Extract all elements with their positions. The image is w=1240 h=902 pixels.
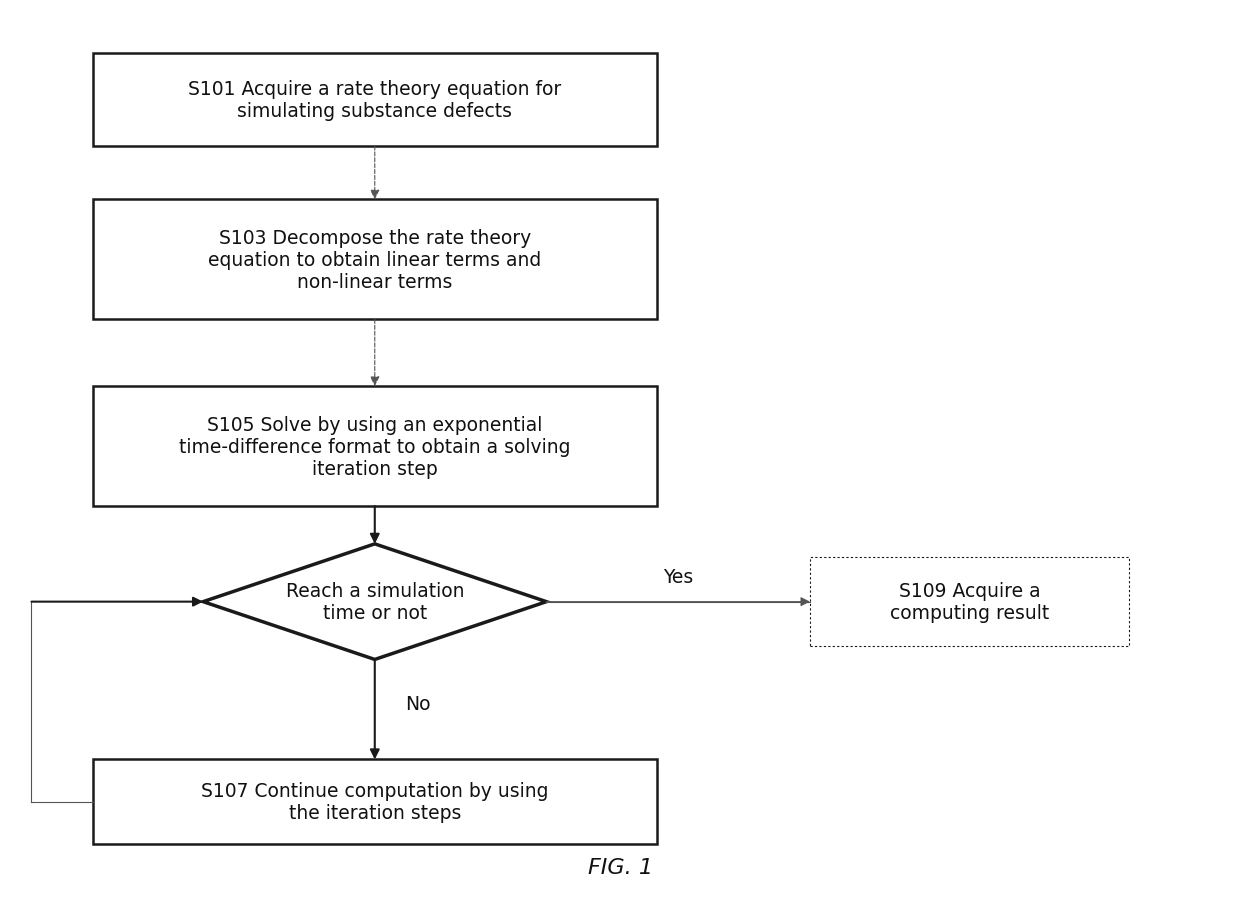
Text: No: No [405, 695, 432, 713]
Text: S103 Decompose the rate theory
equation to obtain linear terms and
non-linear te: S103 Decompose the rate theory equation … [208, 228, 542, 291]
Text: S109 Acquire a
computing result: S109 Acquire a computing result [890, 582, 1049, 622]
Text: S107 Continue computation by using
the iteration steps: S107 Continue computation by using the i… [201, 781, 548, 823]
Text: S105 Solve by using an exponential
time-difference format to obtain a solving
it: S105 Solve by using an exponential time-… [179, 415, 570, 478]
Bar [810, 557, 1128, 647]
Bar [93, 200, 657, 320]
Bar [93, 387, 657, 507]
Bar [93, 759, 657, 844]
Text: Reach a simulation
time or not: Reach a simulation time or not [285, 582, 464, 622]
Text: FIG. 1: FIG. 1 [588, 857, 652, 878]
Text: S101 Acquire a rate theory equation for
simulating substance defects: S101 Acquire a rate theory equation for … [188, 79, 562, 121]
Text: Yes: Yes [663, 567, 693, 586]
Bar [93, 53, 657, 147]
Polygon shape [203, 544, 547, 659]
